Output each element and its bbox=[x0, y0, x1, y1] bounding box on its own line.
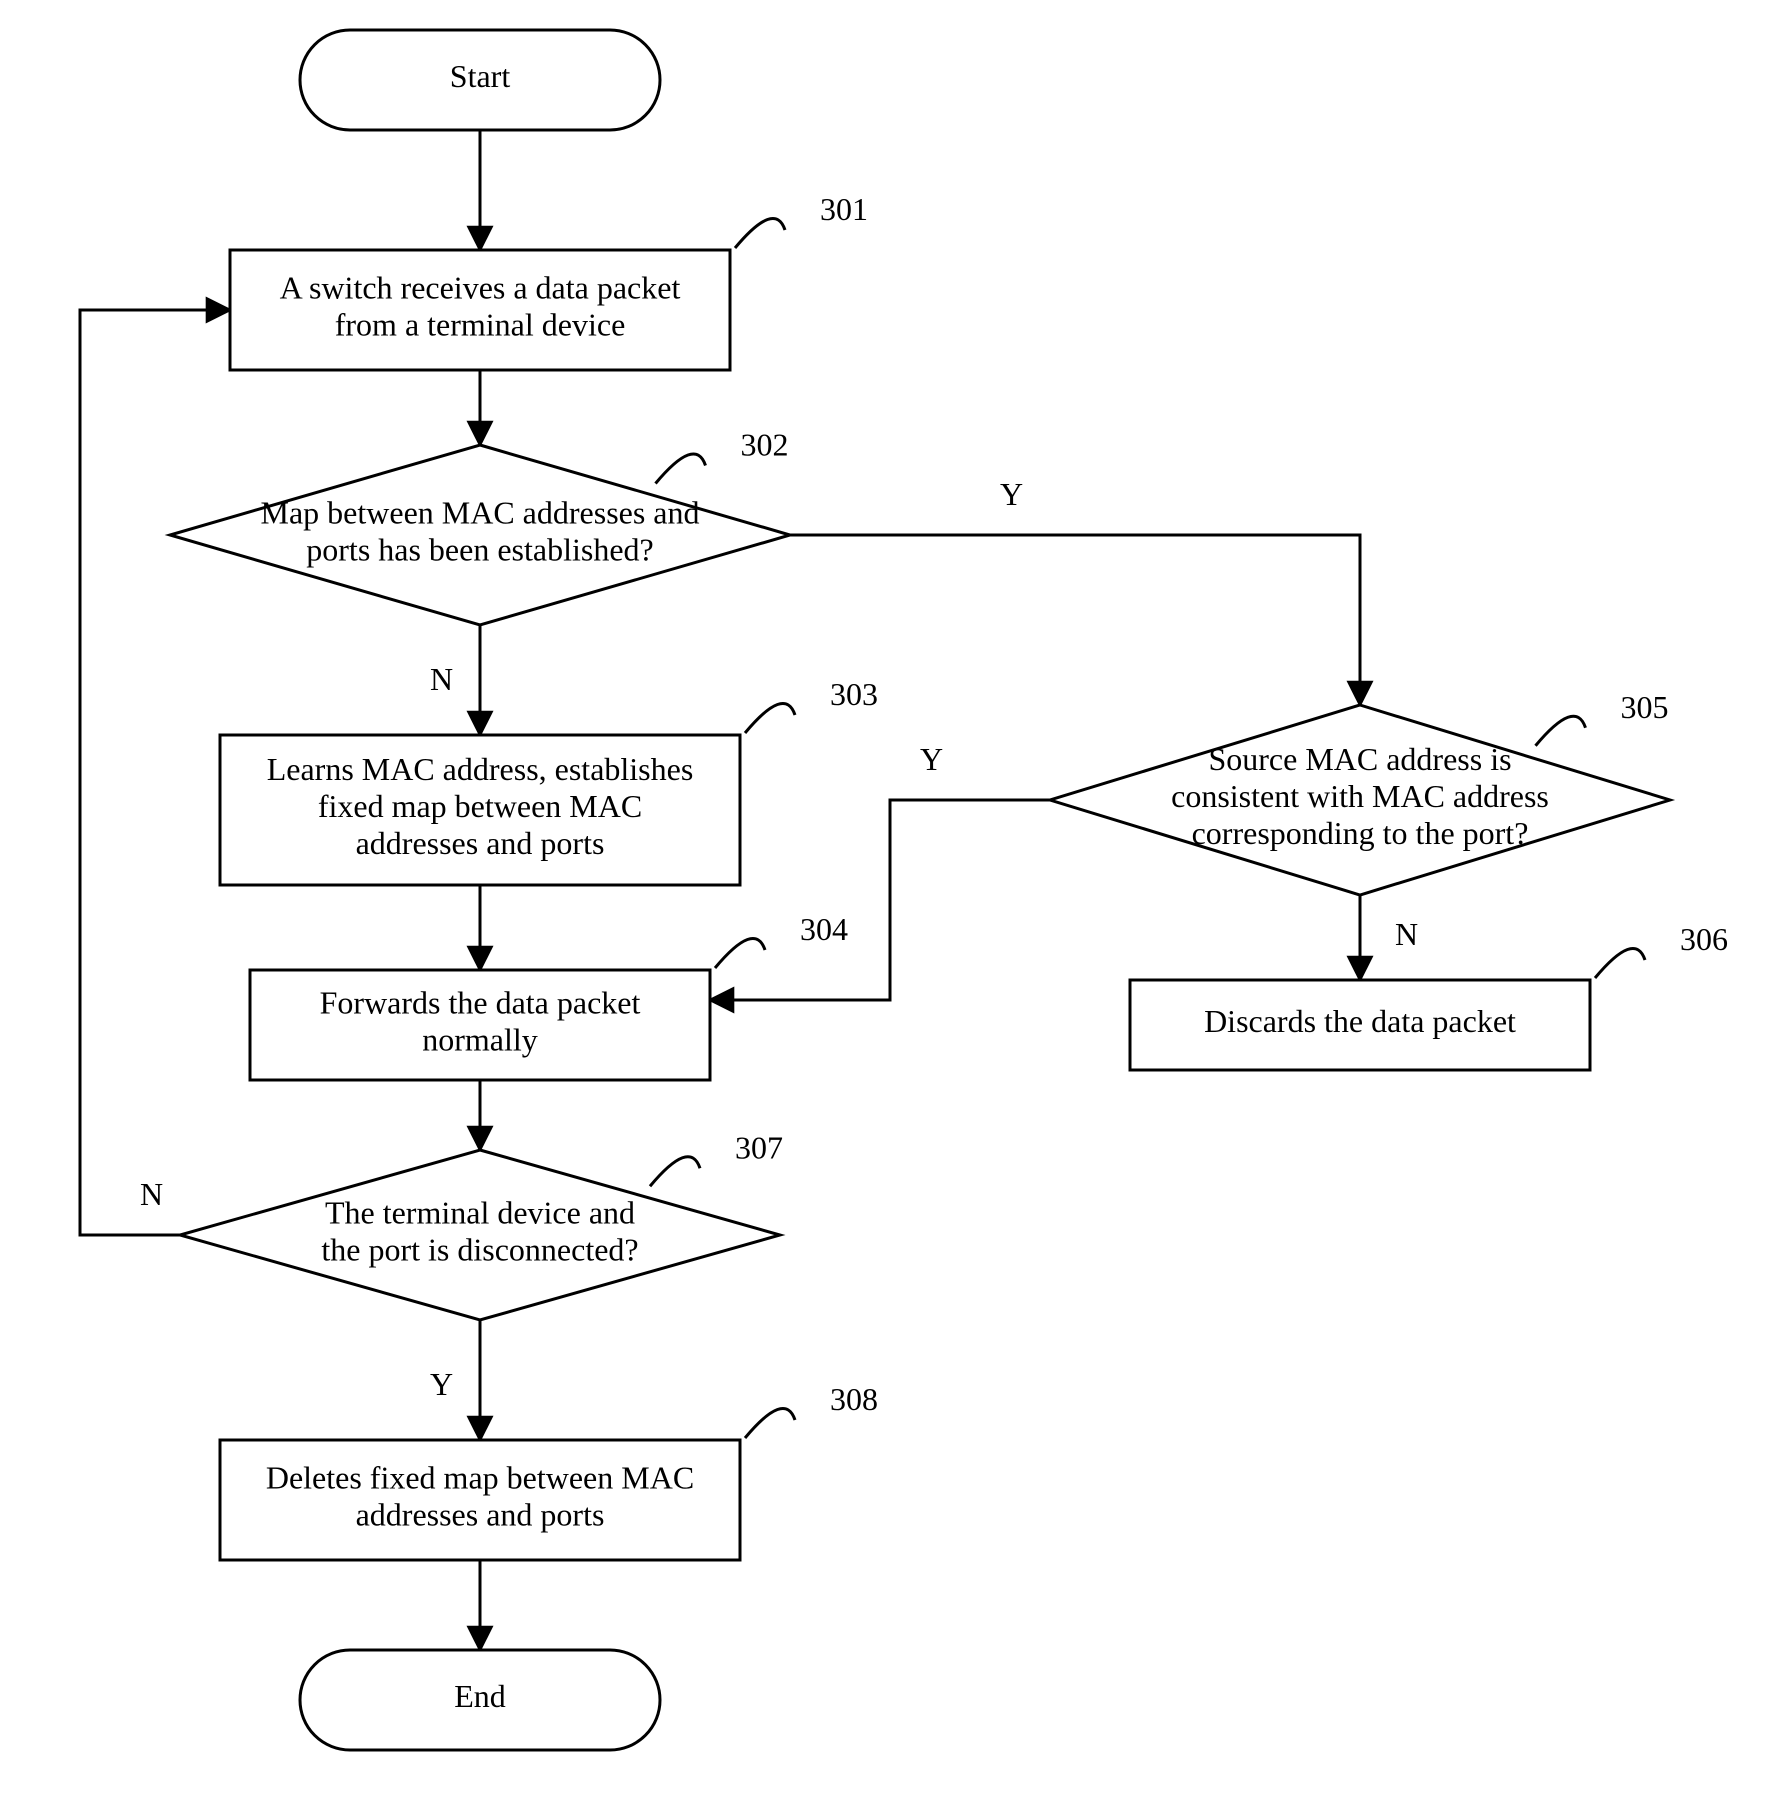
node-d305: Source MAC address isconsistent with MAC… bbox=[1050, 705, 1670, 895]
node-n301: A switch receives a data packetfrom a te… bbox=[230, 250, 730, 370]
node-text-n306: Discards the data packet bbox=[1204, 1003, 1516, 1039]
edge-label-d305-n304: Y bbox=[920, 741, 943, 777]
tag-label-d305: 305 bbox=[1621, 689, 1669, 725]
tag-label-n304: 304 bbox=[800, 911, 848, 947]
edge-label-d305-n306: N bbox=[1395, 916, 1418, 952]
node-n308: Deletes fixed map between MACaddresses a… bbox=[220, 1440, 740, 1560]
edge-label-d302-d305: Y bbox=[1000, 476, 1023, 512]
node-text-start: Start bbox=[450, 58, 511, 94]
tag-label-n308: 308 bbox=[830, 1381, 878, 1417]
tag-tick-n306 bbox=[1595, 948, 1645, 978]
node-end: End bbox=[300, 1650, 660, 1750]
tag-label-n301: 301 bbox=[820, 191, 868, 227]
tag-tick-d305 bbox=[1536, 716, 1586, 746]
edge-label-d307-n301: N bbox=[140, 1176, 163, 1212]
node-text-n301: A switch receives a data packetfrom a te… bbox=[280, 270, 681, 343]
edge-d305-n304 bbox=[710, 800, 1050, 1000]
node-n304: Forwards the data packetnormally bbox=[250, 970, 710, 1080]
tag-tick-n308 bbox=[745, 1408, 795, 1438]
tag-tick-d307 bbox=[650, 1157, 700, 1187]
node-text-d302: Map between MAC addresses andports has b… bbox=[261, 495, 700, 568]
node-d307: The terminal device andthe port is disco… bbox=[180, 1150, 780, 1320]
tag-label-d307: 307 bbox=[735, 1129, 783, 1165]
tag-tick-d302 bbox=[656, 454, 706, 484]
node-text-d307: The terminal device andthe port is disco… bbox=[321, 1195, 638, 1268]
tag-tick-n304 bbox=[715, 938, 765, 968]
tag-tick-n303 bbox=[745, 703, 795, 733]
tag-label-n303: 303 bbox=[830, 676, 878, 712]
tag-label-n306: 306 bbox=[1680, 921, 1728, 957]
node-start: Start bbox=[300, 30, 660, 130]
tag-tick-n301 bbox=[735, 218, 785, 248]
nodes-group: Start A switch receives a data packetfrom… bbox=[170, 30, 1728, 1750]
node-text-d305: Source MAC address isconsistent with MAC… bbox=[1171, 742, 1549, 852]
edge-label-d307-n308: Y bbox=[430, 1366, 453, 1402]
flowchart-canvas: N Y Y N Y N Start A switch receives a data pack… bbox=[0, 0, 1779, 1797]
tag-label-d302: 302 bbox=[741, 427, 789, 463]
edge-label-d302-n303: N bbox=[430, 661, 453, 697]
node-n306: Discards the data packet bbox=[1130, 980, 1590, 1070]
node-d302: Map between MAC addresses andports has b… bbox=[170, 445, 790, 625]
node-text-end: End bbox=[454, 1678, 506, 1714]
edge-d307-n301 bbox=[80, 310, 230, 1235]
node-n303: Learns MAC address, establishesfixed map… bbox=[220, 735, 740, 885]
